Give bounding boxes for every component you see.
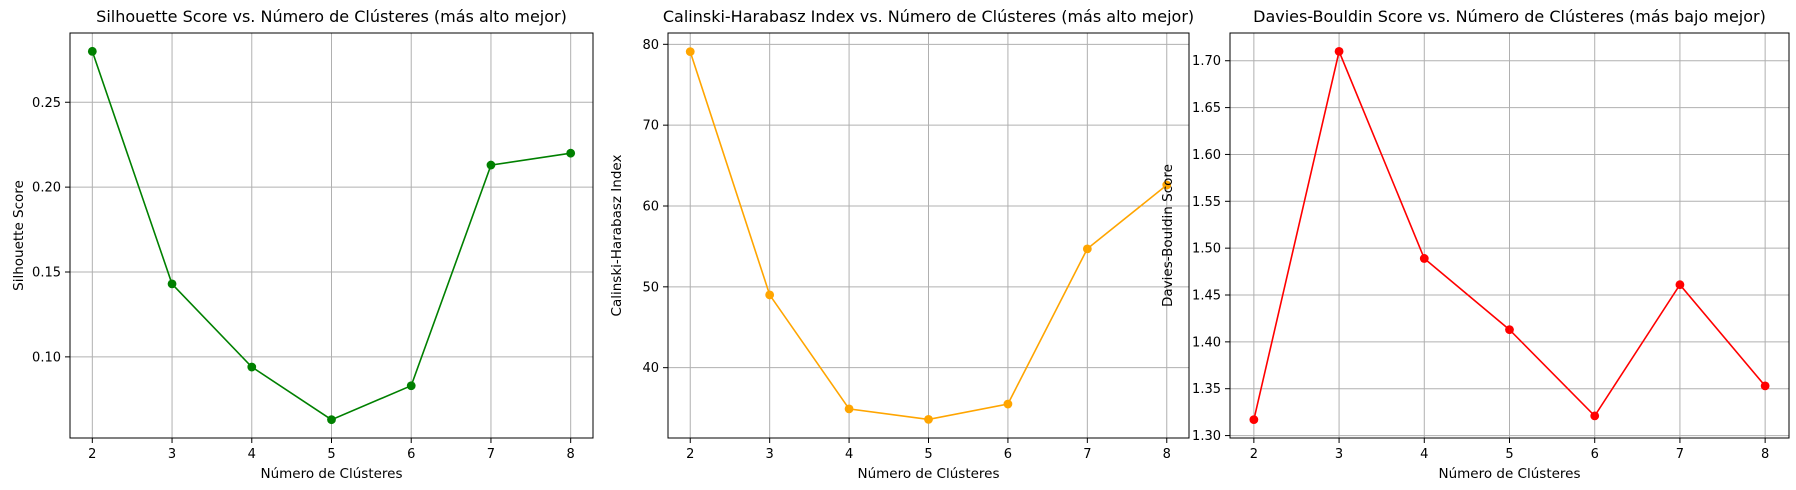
y-tick-label: 0.10 (32, 350, 61, 365)
y-tick-label: 1.45 (1192, 289, 1221, 304)
x-tick-label: 6 (1591, 447, 1599, 462)
davies-bouldin-chart: Davies-Bouldin Score vs. Número de Clúst… (1160, 7, 1790, 482)
gridlines (70, 33, 593, 438)
x-tick-label: 8 (1761, 447, 1769, 462)
x-axis-label: Número de Clústeres (857, 466, 999, 482)
y-axis-label: Calinski-Harabasz Index (609, 155, 625, 317)
y-tick-label: 70 (642, 119, 659, 134)
x-tick-label: 2 (1250, 447, 1258, 462)
chart-title: Davies-Bouldin Score vs. Número de Clúst… (1253, 7, 1766, 26)
y-tick-label: 1.70 (1192, 54, 1221, 69)
x-tick-label: 3 (1335, 447, 1343, 462)
data-point (1334, 46, 1344, 56)
x-tick-label: 2 (686, 447, 694, 462)
y-tick-label: 80 (642, 38, 659, 53)
data-point (1162, 180, 1172, 190)
chart-title: Calinski-Harabasz Index vs. Número de Cl… (663, 7, 1194, 26)
x-tick-label: 7 (487, 447, 495, 462)
y-tick-label: 1.55 (1192, 195, 1221, 210)
y-tick-label: 1.30 (1192, 429, 1221, 444)
data-point (167, 279, 177, 289)
y-tick-label: 50 (642, 280, 659, 295)
data-point (765, 290, 775, 300)
data-point (87, 46, 97, 56)
data-point (247, 362, 257, 372)
data-point (406, 381, 416, 391)
x-tick-label: 4 (248, 447, 256, 462)
data-point (1003, 399, 1013, 409)
data-point (1760, 381, 1770, 391)
y-axis-label: Davies-Bouldin Score (1160, 164, 1176, 307)
y-tick-label: 1.50 (1192, 242, 1221, 257)
x-tick-label: 2 (88, 447, 96, 462)
data-point (685, 47, 695, 56)
data-point (1590, 411, 1600, 421)
data-point (1419, 254, 1429, 263)
silhouette-chart: Silhouette Score vs. Número de Clústeres… (11, 7, 594, 482)
data-point (924, 415, 933, 424)
x-tick-label: 6 (1004, 447, 1012, 462)
chart-title: Silhouette Score vs. Número de Clústeres… (96, 7, 567, 26)
y-tick-label: 0.15 (32, 265, 61, 280)
y-tick-label: 0.25 (32, 96, 61, 111)
y-tick-label: 40 (642, 361, 659, 376)
data-point (1505, 325, 1514, 335)
y-tick-label: 1.35 (1192, 382, 1221, 397)
y-axis-label: Silhouette Score (11, 180, 27, 291)
gridlines (668, 33, 1189, 438)
x-axis-label: Número de Clústeres (1438, 466, 1580, 482)
x-tick-label: 5 (327, 447, 335, 462)
y-tick-label: 1.60 (1192, 148, 1221, 163)
x-tick-label: 3 (766, 447, 774, 462)
gridlines (1230, 33, 1789, 438)
y-tick-label: 60 (642, 199, 659, 214)
x-tick-label: 6 (407, 447, 415, 462)
x-axis-label: Número de Clústeres (260, 466, 402, 482)
x-tick-label: 5 (924, 447, 932, 462)
x-tick-label: 7 (1676, 447, 1684, 462)
x-tick-label: 3 (168, 447, 176, 462)
x-tick-label: 4 (845, 447, 853, 462)
x-tick-label: 5 (1505, 447, 1513, 462)
calinski-harabasz-chart: Calinski-Harabasz Index vs. Número de Cl… (609, 7, 1194, 482)
y-tick-label: 1.40 (1192, 335, 1221, 350)
data-point (327, 415, 336, 425)
y-tick-label: 1.65 (1192, 101, 1221, 116)
x-tick-label: 8 (1163, 447, 1171, 462)
data-point (1082, 244, 1092, 254)
y-tick-label: 0.20 (32, 181, 61, 196)
data-point (486, 160, 496, 170)
data-point (1675, 280, 1685, 290)
data-point (844, 404, 854, 414)
data-point (566, 148, 576, 158)
data-point (1249, 415, 1259, 425)
x-tick-label: 8 (567, 447, 575, 462)
x-tick-label: 4 (1420, 447, 1428, 462)
x-tick-label: 7 (1083, 447, 1091, 462)
